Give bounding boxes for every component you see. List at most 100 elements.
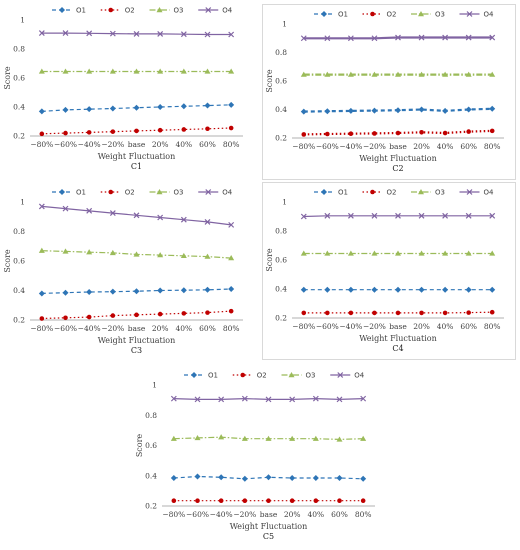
data-point	[442, 130, 448, 136]
y-tick-label: 1	[152, 381, 157, 390]
data-point	[218, 396, 225, 403]
data-point	[157, 287, 164, 294]
series-o2	[301, 128, 495, 137]
data-point	[324, 35, 331, 42]
data-point	[347, 212, 354, 219]
data-point	[289, 475, 296, 482]
data-point	[301, 310, 307, 316]
x-tick-label: 80%	[223, 140, 240, 149]
data-point	[157, 68, 164, 74]
data-point	[133, 30, 140, 37]
legend-entry-o2: O2	[362, 189, 396, 197]
legend-marker	[59, 189, 65, 195]
y-axis-title: Score	[265, 69, 274, 93]
chart-panel-c3: O1 O2 O3 O4 0.2 0.4 0.6 0.8 1 −80% −60% −40% −20% bas…	[3, 189, 243, 355]
y-tick-label: 0.6	[275, 77, 287, 86]
data-point	[133, 288, 140, 295]
x-tick-label: −20%	[363, 142, 386, 151]
data-point	[228, 31, 235, 38]
data-point	[157, 252, 164, 258]
series-o2	[39, 125, 234, 137]
data-point	[325, 131, 330, 137]
y-tick-label: 0.4	[13, 103, 25, 112]
legend-entry-o3: O3	[281, 372, 316, 380]
series-o4	[300, 212, 496, 220]
y-tick-label: 0.8	[275, 227, 287, 236]
legend-entry-o4: O4	[198, 7, 233, 15]
legend-entry-o1: O1	[184, 372, 218, 380]
x-tick-label: −60%	[54, 324, 77, 333]
legend-entry-o4: O4	[330, 372, 365, 380]
data-point	[194, 434, 201, 441]
y-tick-label: 0.2	[13, 316, 25, 325]
x-tick-label: base	[389, 142, 407, 151]
x-tick-label: −20%	[233, 510, 256, 519]
data-point	[300, 35, 307, 42]
data-point	[180, 68, 187, 74]
legend-marker	[59, 7, 65, 13]
data-point	[312, 395, 319, 402]
data-point	[489, 34, 496, 41]
data-point	[180, 252, 187, 259]
legend-marker	[288, 372, 295, 378]
data-point	[347, 250, 354, 256]
legend-entry-o3: O3	[411, 189, 445, 197]
data-point	[194, 473, 201, 480]
data-point	[181, 127, 187, 132]
data-point	[181, 311, 187, 316]
legend-marker	[191, 372, 197, 378]
panel-frame	[262, 4, 516, 180]
series-o1	[170, 473, 367, 482]
x-tick-label: 80%	[355, 510, 372, 519]
data-point	[418, 106, 425, 113]
data-point	[109, 288, 116, 295]
legend-label: O3	[306, 372, 316, 380]
y-axis-title: Score	[3, 249, 12, 273]
legend-entry-o2: O2	[100, 189, 135, 197]
legend-marker	[108, 7, 114, 13]
chart-panel-c1: O1 O2 O3 O4 0.2 0.4 0.6 0.8 1 −80% −60% −40% −20% bas…	[3, 7, 243, 171]
y-tick-label: 0.4	[275, 105, 287, 114]
chart-panel-c2: O1 O2 O3 O4 0.2 0.4 0.6 0.8 1 −80% −60% −40% −20% bas…	[262, 4, 516, 180]
data-point	[337, 498, 342, 504]
legend-label: O1	[76, 189, 86, 197]
data-point	[324, 212, 331, 219]
y-tick-label: 0.8	[13, 45, 25, 54]
legend-entry-o1: O1	[52, 7, 86, 15]
data-point	[170, 395, 177, 402]
x-tick-label: 20%	[284, 510, 301, 519]
data-point	[371, 35, 378, 42]
legend-marker	[321, 189, 327, 195]
legend-label: O3	[435, 11, 445, 19]
data-point	[289, 498, 295, 504]
data-point	[418, 34, 425, 41]
data-point	[204, 218, 211, 225]
series-o3	[170, 434, 367, 442]
data-point	[157, 30, 164, 37]
data-point	[204, 68, 211, 74]
data-point	[347, 35, 354, 42]
legend-entry-o4: O4	[198, 189, 233, 197]
chart-panel-c4: O1 O2 O3 O4 0.2 0.4 0.6 0.8 1 −80% −60% −40% −20% bas…	[262, 182, 516, 360]
y-tick-label: 0.6	[275, 256, 287, 265]
data-point	[348, 131, 354, 137]
data-point	[348, 310, 354, 316]
x-tick-label: 20%	[413, 322, 430, 331]
data-point	[180, 287, 187, 294]
y-axis-title: Score	[135, 434, 144, 458]
data-point	[419, 130, 424, 135]
data-point	[489, 71, 496, 77]
data-point	[360, 498, 366, 504]
data-point	[62, 289, 69, 296]
panel-label: C5	[263, 532, 274, 541]
legend-label: O2	[125, 189, 135, 197]
data-point	[442, 250, 449, 256]
data-point	[465, 34, 472, 41]
x-tick-label: base	[128, 324, 146, 333]
x-tick-label: −20%	[363, 322, 386, 331]
y-tick-label: 1	[20, 16, 25, 25]
data-point	[241, 475, 248, 482]
x-tick-label: 80%	[484, 142, 501, 151]
data-point	[418, 71, 425, 77]
data-point	[86, 288, 93, 295]
